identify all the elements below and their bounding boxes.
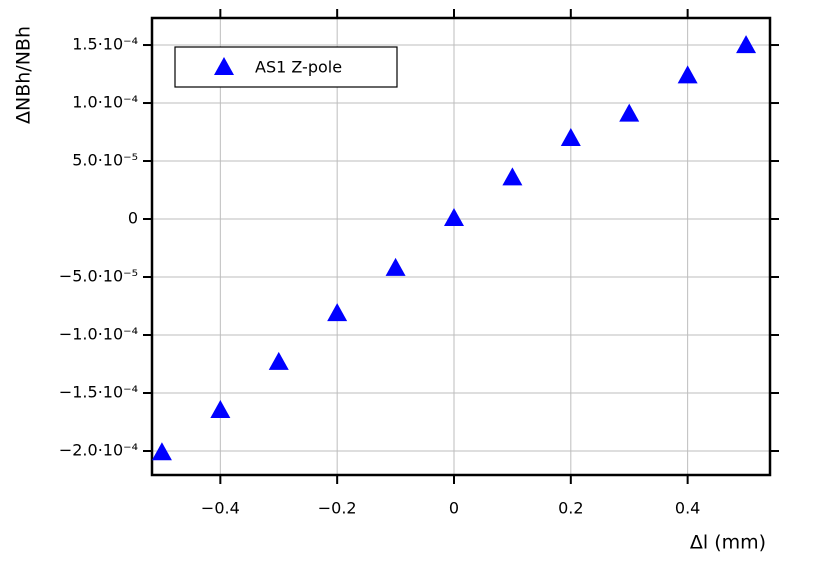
x-tick-label: −0.4 — [201, 499, 240, 518]
y-tick-label: −5.0·10⁻⁵ — [59, 267, 138, 286]
data-point — [385, 257, 406, 276]
y-tick-label: 1.5·10⁻⁴ — [72, 35, 138, 54]
y-tick-label: 5.0·10⁻⁵ — [72, 151, 138, 170]
y-tick-label: −2.0·10⁻⁴ — [59, 440, 138, 459]
data-point — [151, 442, 172, 461]
legend-box — [174, 46, 398, 88]
y-tick-label: 0 — [128, 209, 138, 228]
data-point — [268, 351, 289, 370]
data-point — [502, 167, 523, 186]
legend-marker — [214, 57, 234, 75]
y-axis-label: ΔNBh/NBh — [13, 26, 35, 124]
y-tick-label: −1.5·10⁻⁴ — [59, 382, 138, 401]
legend-label: AS1 Z-pole — [255, 58, 342, 77]
data-point — [443, 208, 464, 227]
data-point — [327, 303, 348, 322]
x-tick-label: 0.4 — [675, 499, 700, 518]
data-point — [210, 399, 231, 418]
y-tick-label: 1.0·10⁻⁴ — [72, 93, 138, 112]
data-point — [560, 127, 581, 146]
x-tick-label: 0 — [449, 499, 459, 518]
y-tick-label: −1.0·10⁻⁴ — [59, 325, 138, 344]
plot-frame — [150, 16, 772, 477]
data-point — [619, 103, 640, 122]
x-axis-label: Δl (mm) — [690, 532, 766, 554]
x-tick-label: 0.2 — [558, 499, 583, 518]
x-tick-label: −0.2 — [318, 499, 357, 518]
data-point — [677, 65, 698, 84]
data-point — [736, 35, 757, 54]
